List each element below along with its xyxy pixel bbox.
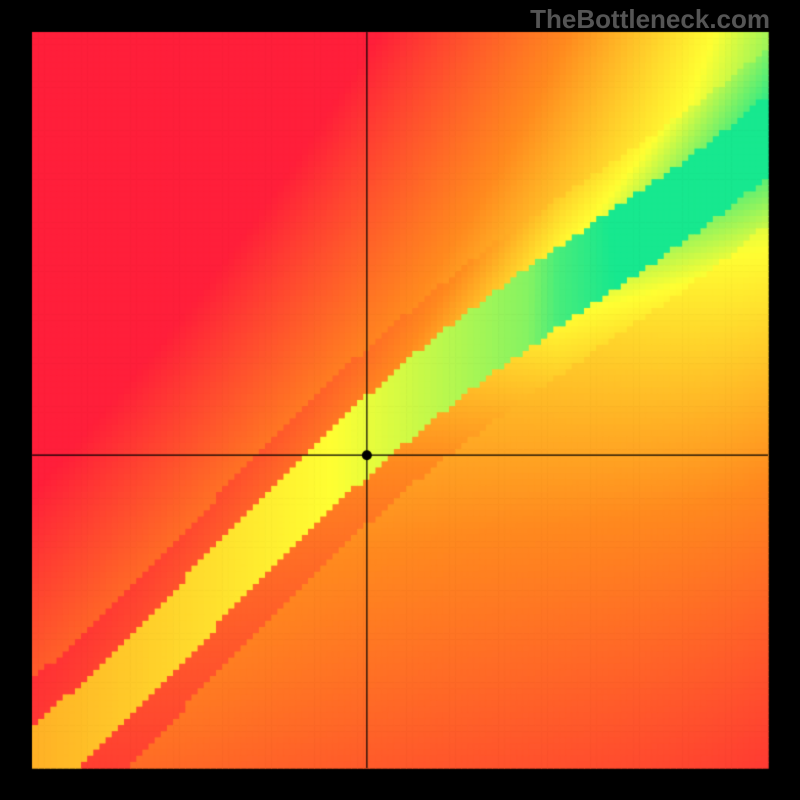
- watermark-text: TheBottleneck.com: [530, 4, 770, 35]
- chart-container: { "canvas": { "width": 800, "height": 80…: [0, 0, 800, 800]
- crosshair-overlay: [0, 0, 800, 800]
